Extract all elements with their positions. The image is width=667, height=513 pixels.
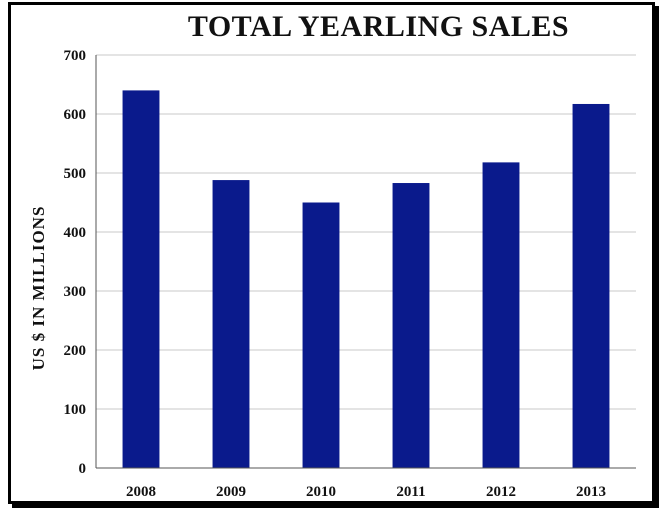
y-axis-label: US $ IN MILLIONS [29, 206, 48, 371]
bar [572, 103, 610, 468]
bar [392, 183, 430, 468]
y-tick-label: 600 [64, 107, 87, 123]
y-tick-label: 300 [64, 284, 87, 300]
y-tick-label: 400 [64, 225, 87, 241]
y-tick-label: 700 [64, 48, 87, 64]
bars [122, 90, 610, 469]
gridlines [96, 54, 636, 410]
axes: 0 100 200 300 400 500 600 700 2008 2009 2010 2011 20… [64, 48, 636, 500]
chart-title: TOTAL YEARLING SALES [187, 10, 570, 43]
bar [122, 90, 160, 469]
x-tick-label: 2009 [216, 484, 246, 500]
bar [482, 162, 520, 468]
x-tick-label: 2011 [396, 484, 425, 500]
y-tick-label: 200 [64, 343, 87, 359]
x-tick-label: 2013 [576, 484, 606, 500]
x-tick-label: 2010 [306, 484, 336, 500]
y-tick-label: 500 [64, 166, 87, 182]
y-tick-label: 100 [64, 402, 87, 418]
bar [302, 202, 340, 468]
y-tick-label: 0 [79, 461, 87, 477]
x-tick-label: 2008 [126, 484, 156, 500]
bar [212, 180, 250, 468]
x-tick-label: 2012 [486, 484, 516, 500]
